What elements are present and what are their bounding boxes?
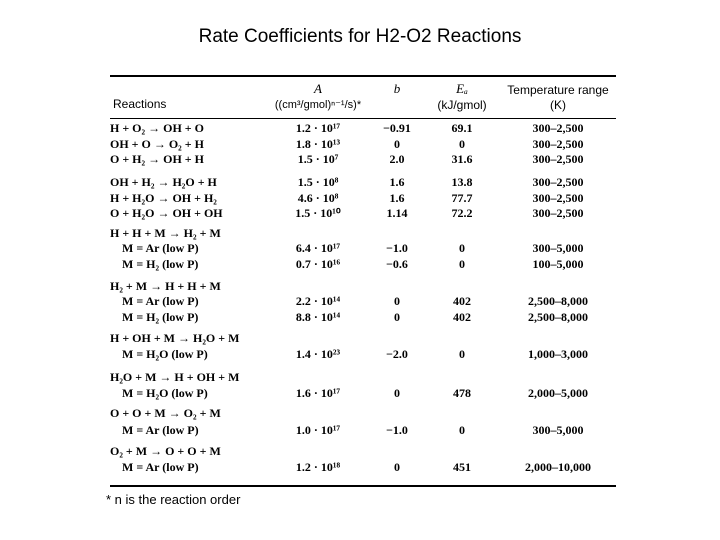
- pre-exponential: 4.6 · 10⁸: [297, 191, 339, 205]
- reaction: M = Ar (low P): [122, 460, 199, 474]
- temperature-range: 100–5,000: [532, 257, 584, 271]
- reaction: M = Ar (low P): [122, 423, 199, 437]
- column-unit: (kJ/gmol): [437, 98, 487, 112]
- temperature-range: 300–2,500: [532, 137, 584, 151]
- footnote: * n is the reaction order: [106, 492, 241, 507]
- activation-energy: 69.1: [451, 121, 473, 135]
- temperature-exponent: 0: [394, 310, 400, 324]
- activation-energy: 72.2: [451, 206, 473, 220]
- pre-exponential: 0.7 · 10¹⁶: [295, 257, 341, 271]
- temperature-exponent: 0: [394, 386, 400, 400]
- pre-exponential: 1.0 · 10¹⁷: [295, 423, 341, 437]
- column-unit: (K): [550, 98, 566, 112]
- reaction: H₂O + M → H + OH + M: [110, 370, 240, 384]
- activation-energy: 0: [459, 423, 465, 437]
- pre-exponential: 2.2 · 10¹⁴: [295, 294, 341, 308]
- reaction: OH + O → O₂ + H: [110, 137, 204, 151]
- reaction: H + O₂ → OH + O: [110, 121, 204, 135]
- reaction: M = H₂O (low P): [122, 347, 208, 361]
- temperature-exponent: 0: [394, 137, 400, 151]
- reaction: M = Ar (low P): [122, 241, 199, 255]
- pre-exponential: 8.8 · 10¹⁴: [295, 310, 341, 324]
- temperature-range: 300–2,500: [532, 121, 584, 135]
- temperature-exponent: 0: [394, 294, 400, 308]
- pre-exponential: 1.5 · 10⁷: [297, 152, 339, 166]
- column-header: A: [314, 81, 322, 96]
- activation-energy: 0: [459, 137, 465, 151]
- temperature-exponent: 1.6: [389, 191, 405, 205]
- pre-exponential: 6.4 · 10¹⁷: [295, 241, 341, 255]
- activation-energy: 451: [453, 460, 471, 474]
- reaction: O + O + M → O₂ + M: [110, 406, 221, 420]
- temperature-exponent: −0.91: [383, 121, 411, 135]
- activation-energy: 31.6: [451, 152, 473, 166]
- temperature-range: 300–2,500: [532, 191, 584, 205]
- temperature-range: 300–2,500: [532, 175, 584, 189]
- activation-energy: 402: [453, 294, 471, 308]
- temperature-range: 2,500–8,000: [528, 294, 588, 308]
- temperature-exponent: −1.0: [386, 241, 408, 255]
- activation-energy: 478: [453, 386, 471, 400]
- temperature-range: 2,500–8,000: [528, 310, 588, 324]
- temperature-exponent: 2.0: [389, 152, 405, 166]
- activation-energy: 402: [453, 310, 471, 324]
- reaction: H + OH + M → H₂O + M: [110, 331, 240, 345]
- reaction: OH + H₂ → H₂O + H: [110, 175, 217, 189]
- temperature-exponent: −1.0: [386, 423, 408, 437]
- column-header: b: [393, 81, 401, 96]
- temperature-range: 1,000–3,000: [528, 347, 588, 361]
- temperature-range: 300–2,500: [532, 206, 584, 220]
- pre-exponential: 1.6 · 10¹⁷: [295, 386, 341, 400]
- temperature-exponent: −0.6: [386, 257, 408, 271]
- temperature-exponent: 0: [394, 460, 400, 474]
- reaction: M = H₂ (low P): [122, 310, 199, 324]
- temperature-exponent: −2.0: [386, 347, 408, 361]
- pre-exponential: 1.4 · 10²³: [295, 347, 341, 361]
- top-rule: [110, 75, 616, 77]
- column-header: Temperature range: [507, 83, 609, 97]
- temperature-exponent: 1.6: [389, 175, 405, 189]
- reaction: H₂ + M → H + H + M: [110, 279, 221, 293]
- activation-energy: 13.8: [451, 175, 473, 189]
- temperature-range: 2,000–10,000: [525, 460, 591, 474]
- reaction: H + H₂O → OH + H₂: [110, 191, 217, 205]
- reaction: M = Ar (low P): [122, 294, 199, 308]
- column-unit: ((cm³/gmol)ⁿ⁻¹/s)*: [274, 99, 362, 111]
- reaction: O + H₂O → OH + OH: [110, 206, 223, 220]
- header-rule: [110, 118, 616, 119]
- title: Rate Coefficients for H2-O2 Reactions: [198, 26, 522, 47]
- temperature-range: 2,000–5,000: [528, 386, 588, 400]
- temperature-range: 300–2,500: [532, 152, 584, 166]
- reaction: O₂ + M → O + O + M: [110, 444, 221, 458]
- pre-exponential: 1.2 · 10¹⁷: [295, 121, 341, 135]
- pre-exponential: 1.8 · 10¹³: [295, 137, 341, 151]
- reaction: H + H + M → H₂ + M: [110, 226, 221, 240]
- activation-energy: 0: [459, 257, 465, 271]
- activation-energy: 0: [459, 347, 465, 361]
- reaction: M = H₂O (low P): [122, 386, 208, 400]
- reaction: O + H₂ → OH + H: [110, 152, 204, 166]
- temperature-range: 300–5,000: [532, 423, 584, 437]
- bottom-rule: [110, 485, 616, 487]
- temperature-range: 300–5,000: [532, 241, 584, 255]
- column-header: Eₐ: [456, 81, 468, 96]
- column-header: Reactions: [113, 97, 167, 111]
- pre-exponential: 1.5 · 10⁸: [297, 175, 339, 189]
- temperature-exponent: 1.14: [386, 206, 408, 220]
- activation-energy: 0: [459, 241, 465, 255]
- pre-exponential: 1.5 · 10¹⁰: [295, 206, 341, 220]
- reaction: M = H₂ (low P): [122, 257, 199, 271]
- activation-energy: 77.7: [451, 191, 473, 205]
- pre-exponential: 1.2 · 10¹⁸: [295, 460, 341, 474]
